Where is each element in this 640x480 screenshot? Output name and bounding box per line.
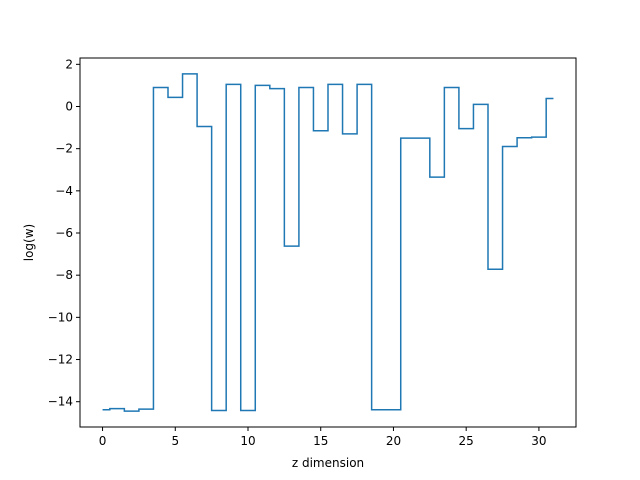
y-tick-label: 2 [65,57,73,71]
x-tick-label: 25 [459,434,474,448]
x-tick-label: 5 [171,434,179,448]
x-tick-label: 15 [313,434,328,448]
y-tick-label: −10 [48,310,73,324]
y-tick-label: 0 [65,99,73,113]
y-tick-label: −14 [48,395,73,409]
y-tick-label: −8 [55,268,73,282]
y-axis-label: log(w) [22,224,36,261]
series-line-0 [102,73,554,412]
x-tick-label: 30 [531,434,546,448]
y-tick-label: −4 [55,184,73,198]
x-tick-label: 10 [240,434,255,448]
x-tick-label: 0 [99,434,107,448]
y-axis-ticks: −14 −12 −10 −8 −6 −4 −2 0 2 [48,57,80,409]
series-layer [102,73,554,412]
y-tick-label: −6 [55,226,73,240]
y-tick-label: −2 [55,142,73,156]
x-axis-ticks: 0 5 10 15 20 25 30 [99,427,547,448]
plot-area-frame [79,57,577,428]
y-tick-label: −12 [48,353,73,367]
x-tick-label: 20 [386,434,401,448]
x-axis-label: z dimension [292,456,364,470]
